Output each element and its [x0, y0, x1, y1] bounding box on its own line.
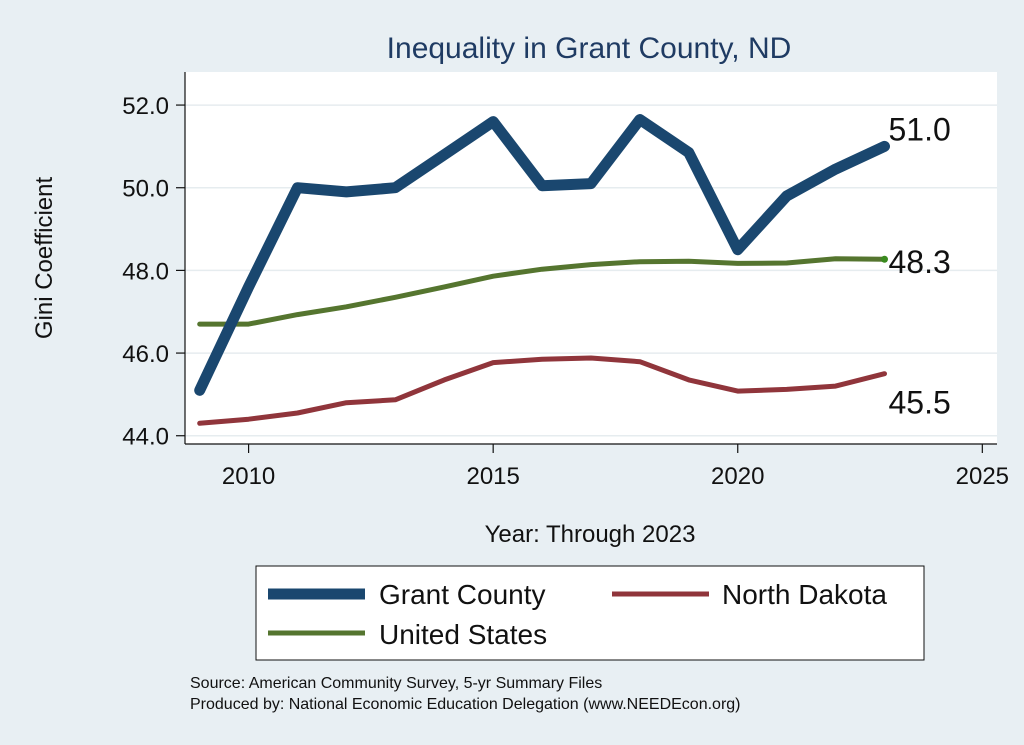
legend-box	[255, 565, 925, 661]
y-axis-label: Gini Coefficient	[31, 177, 58, 340]
producer-note: Produced by: National Economic Education…	[190, 696, 741, 713]
series-line-grant-county	[194, 114, 890, 396]
legend-label-grant-county: Grant County	[379, 579, 546, 610]
x-axis-ticks: 2010 2015 2020 2025	[222, 444, 1009, 490]
x-tick-label: 2015	[466, 463, 519, 490]
x-tick-label: 2025	[956, 463, 1009, 490]
x-axis-label: Year: Through 2023	[485, 521, 696, 548]
end-label-north-dakota: 45.5	[888, 385, 950, 421]
end-label-united-states: 48.3	[888, 244, 950, 280]
series-line-north-dakota	[197, 355, 887, 426]
y-axis-ticks: 44.0 46.0 48.0 50.0 52.0	[122, 93, 185, 451]
legend: Grant County North Dakota United States	[255, 565, 925, 661]
y-tick-label: 50.0	[122, 176, 169, 203]
end-marker-united-states	[880, 255, 888, 263]
y-tick-label: 52.0	[122, 93, 169, 120]
legend-label-north-dakota: North Dakota	[722, 579, 887, 610]
y-tick-label: 48.0	[122, 258, 169, 285]
source-note: Source: American Community Survey, 5-yr …	[190, 675, 602, 692]
series-lines	[194, 114, 890, 426]
end-value-labels: 51.0 45.5 48.3	[888, 111, 950, 420]
x-tick-label: 2010	[222, 463, 275, 490]
legend-label-united-states: United States	[379, 619, 547, 650]
y-tick-label: 46.0	[122, 341, 169, 368]
end-label-grant-county: 51.0	[888, 111, 950, 147]
series-line-united-states	[197, 256, 887, 327]
x-tick-label: 2020	[711, 463, 764, 490]
y-tick-label: 44.0	[122, 424, 169, 451]
chart-title: Inequality in Grant County, ND	[387, 32, 792, 65]
axes	[184, 72, 997, 445]
